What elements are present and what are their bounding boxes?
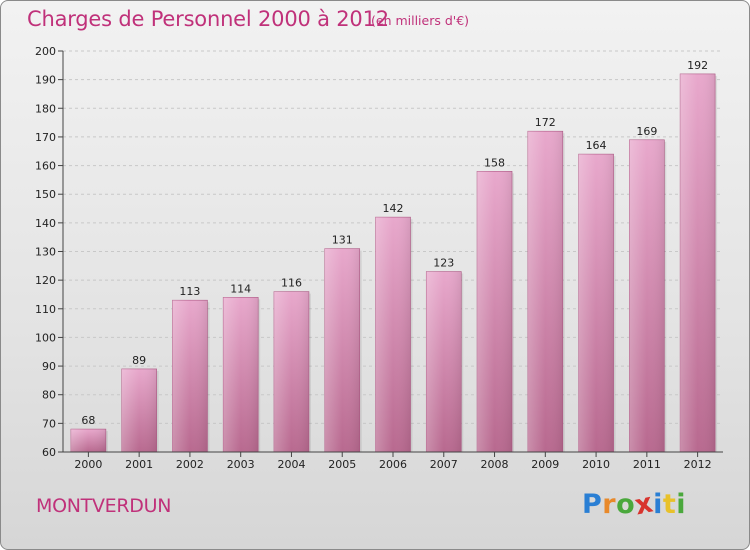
bar-shine — [121, 368, 157, 452]
logo-letter: i — [676, 489, 687, 520]
bar-shine — [629, 139, 665, 453]
y-tick-label: 160 — [35, 160, 56, 173]
data-label: 131 — [332, 234, 353, 247]
y-tick-label: 130 — [35, 246, 56, 259]
logo-letter: P — [582, 489, 603, 520]
y-tick-label: 140 — [35, 217, 56, 230]
data-label: 172 — [535, 116, 556, 129]
x-tick-label: 2006 — [379, 458, 407, 471]
logo-letter: i — [653, 489, 663, 520]
x-tick-label: 2012 — [684, 458, 712, 471]
y-tick-label: 100 — [35, 331, 56, 344]
data-label: 116 — [281, 277, 302, 290]
data-label: 113 — [179, 285, 200, 298]
bar-shine — [223, 297, 259, 452]
x-tick-label: 2002 — [176, 458, 204, 471]
bar-shine — [375, 217, 411, 452]
bar-shine — [172, 300, 208, 452]
labels: 60 70 80 90 100 110 120 130 140 150 160 170 180 190 20… — [35, 45, 712, 471]
chart-title: Charges de Personnel 2000 à 2012 — [27, 7, 389, 31]
x-tick-label: 2005 — [328, 458, 356, 471]
y-tick-label: 110 — [35, 303, 56, 316]
y-tick-label: 150 — [35, 188, 56, 201]
data-label: 68 — [81, 414, 95, 427]
bars — [70, 73, 718, 453]
y-tick-label: 60 — [42, 446, 56, 459]
x-tick-label: 2004 — [277, 458, 305, 471]
logo-letter: o — [616, 489, 636, 520]
bar-shine — [324, 248, 360, 452]
y-tick-label: 90 — [42, 360, 56, 373]
y-tick-label: 80 — [42, 389, 56, 402]
data-label: 158 — [484, 156, 505, 169]
y-tick-label: 120 — [35, 274, 56, 287]
data-label: 169 — [636, 125, 657, 138]
bar-shine — [680, 73, 716, 453]
x-tick-label: 2000 — [74, 458, 102, 471]
x-tick-label: 2007 — [430, 458, 458, 471]
bar-shine — [477, 171, 513, 453]
bar-shine — [70, 429, 106, 452]
x-tick-label: 2009 — [531, 458, 559, 471]
data-label: 142 — [383, 202, 404, 215]
bar-shine — [273, 291, 309, 452]
bar-shine — [578, 154, 614, 452]
proxiti-logo[interactable]: Proxiti — [582, 487, 687, 521]
x-tick-label: 2008 — [481, 458, 509, 471]
x-tick-label: 2010 — [582, 458, 610, 471]
axes — [58, 50, 723, 457]
x-tick-label: 2011 — [633, 458, 661, 471]
logo-letter: r — [602, 489, 617, 520]
y-tick-label: 180 — [35, 102, 56, 115]
bar-shine — [527, 131, 563, 452]
data-label: 164 — [586, 139, 607, 152]
x-tick-label: 2003 — [227, 458, 255, 471]
y-tick-label: 70 — [42, 417, 56, 430]
logo-letter: t — [662, 489, 677, 520]
place-name: MONTVERDUN — [36, 495, 172, 517]
data-label: 114 — [230, 282, 251, 295]
y-tick-label: 190 — [35, 74, 56, 87]
data-label: 89 — [132, 354, 146, 367]
x-tick-label: 2001 — [125, 458, 153, 471]
y-tick-label: 200 — [35, 45, 56, 58]
bar-shine — [426, 271, 462, 452]
data-label: 123 — [433, 257, 454, 270]
chart-subtitle: (en milliers d'€) — [371, 13, 470, 28]
data-label: 192 — [687, 59, 708, 72]
y-tick-label: 170 — [35, 131, 56, 144]
